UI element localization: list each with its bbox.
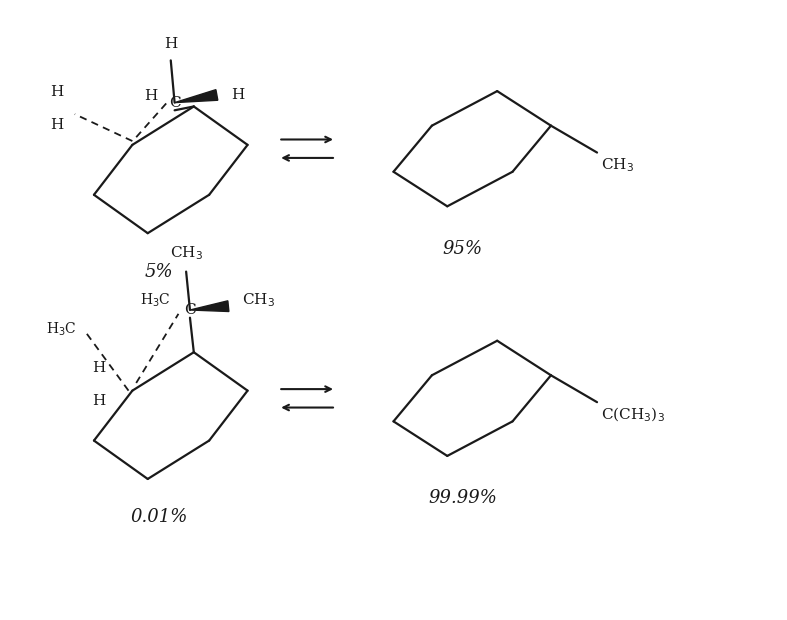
Text: H: H — [50, 85, 63, 99]
Text: H: H — [50, 118, 63, 132]
Text: H: H — [164, 37, 177, 51]
Text: CH$_3$: CH$_3$ — [601, 156, 634, 174]
Text: 95%: 95% — [442, 239, 482, 257]
Polygon shape — [190, 301, 229, 311]
Text: H: H — [145, 89, 157, 104]
Text: CH$_3$: CH$_3$ — [170, 244, 202, 262]
Text: 99.99%: 99.99% — [428, 489, 497, 507]
Polygon shape — [175, 90, 218, 103]
Text: 0.01%: 0.01% — [131, 508, 188, 526]
Text: 5%: 5% — [145, 263, 174, 281]
Text: H: H — [92, 394, 105, 409]
Text: C: C — [184, 303, 196, 317]
Text: H: H — [231, 88, 244, 102]
Text: H$_3$C: H$_3$C — [140, 292, 171, 309]
Text: H: H — [92, 361, 105, 375]
Text: C(CH$_3$)$_3$: C(CH$_3$)$_3$ — [601, 406, 665, 425]
Text: H$_3$C: H$_3$C — [46, 321, 77, 338]
Text: C: C — [168, 95, 180, 110]
Text: CH$_3$: CH$_3$ — [242, 291, 275, 309]
